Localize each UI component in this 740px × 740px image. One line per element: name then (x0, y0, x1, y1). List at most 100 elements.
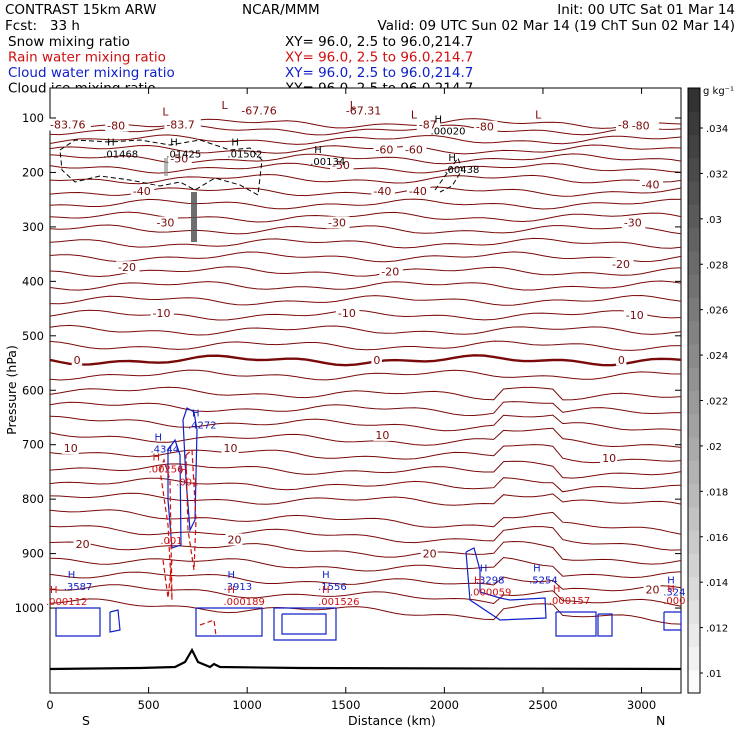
minimum-marker: L (535, 109, 542, 122)
colorbar-swatch (688, 204, 700, 229)
colorbar-swatch (688, 320, 700, 345)
colorbar-tick-label: .032 (706, 169, 728, 180)
maximum-value: .00020 (431, 127, 466, 138)
isotherm-line (49, 118, 682, 129)
isotherm-label-bg (343, 104, 387, 117)
y-tick-label: 400 (22, 274, 44, 288)
isotherm-label: 0 (373, 354, 380, 367)
isotherm-label: 20 (646, 584, 660, 597)
x-tick-label: 2000 (430, 698, 459, 712)
cloud-ice-contours (59, 139, 463, 196)
legend-field-2: Cloud water mixing ratio (8, 65, 175, 81)
north-label: N (656, 713, 665, 728)
isotherm-label-bg (402, 143, 427, 156)
isotherm-label: -83.7 (166, 119, 194, 132)
isotherm-line (49, 354, 682, 367)
isotherm-line (49, 324, 682, 336)
isotherm-label-bg (164, 118, 201, 131)
rain-contour (162, 559, 173, 599)
isotherm-line (49, 211, 682, 223)
cloud-water-contour (167, 438, 182, 549)
y-tick-label: 300 (22, 220, 44, 234)
colorbar-swatch (688, 250, 700, 275)
isotherm-label: 0 (74, 354, 81, 367)
colorbar-swatch (688, 274, 700, 298)
y-tick-label: 900 (22, 547, 44, 561)
cloud-water-contour (597, 613, 613, 637)
cloud-water-contour (273, 607, 337, 641)
maximum-value: .3298 (476, 575, 505, 586)
isotherm-label-bg (329, 158, 354, 171)
colorbar-swatch (688, 669, 700, 694)
isotherm-label-bg (335, 306, 360, 319)
x-axis-label: Distance (km) (348, 713, 436, 728)
isotherm-label-bg (239, 104, 283, 117)
isotherm-label-bg (116, 261, 140, 274)
isotherm-label: -40 (133, 185, 151, 198)
colorbar-tick-label: .024 (706, 351, 728, 362)
isotherm-label: 20 (227, 533, 241, 546)
legend-xy-2: XY= 96.0, 2.5 to 96.0,214.7 (285, 65, 473, 81)
isotherm-label: -20 (118, 261, 136, 274)
minimum-marker: L (350, 99, 357, 112)
y-tick-label: 600 (22, 383, 44, 397)
x-tick-label: 1500 (331, 698, 360, 712)
temperature-isotherms (49, 118, 682, 625)
cloud-water-contour (281, 613, 327, 635)
x-tick-label: 2500 (528, 698, 557, 712)
isotherm-label: -87 (419, 119, 437, 132)
cloud-water-contour (55, 607, 101, 637)
snow-shading (164, 158, 197, 242)
colorbar-swatch (688, 437, 700, 461)
isotherm-label: 20 (423, 548, 437, 561)
minimum-marker: L (411, 109, 418, 122)
isotherm-label: -50 (170, 152, 188, 165)
maximum-marker: H (667, 575, 675, 586)
y-tick-label: 500 (22, 329, 44, 343)
maximum-marker: H (448, 153, 456, 164)
isotherm-label: -30 (328, 217, 346, 230)
valid-time: Valid: 09 UTC Sun 02 Mar 14 (19 ChT Sun … (378, 18, 735, 34)
maximum-marker: H (322, 570, 330, 581)
isotherm-line (49, 186, 682, 197)
cloud-water-contour (663, 611, 682, 631)
colorbar-swatch (688, 413, 700, 438)
maximum-marker: H (192, 409, 200, 420)
y-tick-label: 1000 (15, 601, 44, 615)
isotherm-label: 10 (224, 442, 238, 455)
isotherm-label: -30 (624, 217, 642, 230)
x-tick-label: 500 (138, 698, 160, 712)
isotherm-label-bg (639, 178, 664, 191)
isotherm-line (49, 598, 682, 625)
maximum-marker: H (107, 138, 115, 149)
isotherm-label: -10 (626, 309, 644, 322)
isotherm-line (49, 144, 682, 155)
maximum-value: .000059 (470, 587, 511, 598)
colorbar-tick-label: .03 (706, 215, 722, 226)
isotherm-label-bg (326, 216, 350, 229)
isotherm-label: -20 (612, 258, 630, 271)
maximum-marker: H (227, 570, 235, 581)
colorbar-swatch (688, 390, 700, 415)
maximum-value: .00438 (444, 165, 479, 176)
isotherm-label: 10 (375, 429, 389, 442)
colorbar-tick-label: .034 (706, 124, 728, 135)
maximum-marker: H (533, 563, 541, 574)
terrain-surface (49, 647, 682, 671)
init-time: Init: 00 UTC Sat 01 Mar 14 (557, 2, 735, 18)
isotherm-label-bg (61, 441, 79, 454)
isotherm-label-bg (621, 216, 646, 229)
isotherm-label-bg (416, 118, 441, 131)
maximum-value: .01425 (166, 150, 201, 161)
colorbar-tick-label: .014 (706, 578, 728, 589)
isotherm-label-bg (105, 119, 129, 132)
axes: 0 500 1000 1500 2000 2500 30001002003004005006… (15, 88, 681, 712)
isotherm-label-bg (71, 353, 83, 366)
maximum-marker: H (322, 585, 330, 596)
isotherm-label-bg (600, 451, 618, 464)
isotherm-label: -10 (338, 307, 356, 320)
isotherm-label-bg (150, 306, 175, 319)
isotherm-line (49, 134, 682, 145)
